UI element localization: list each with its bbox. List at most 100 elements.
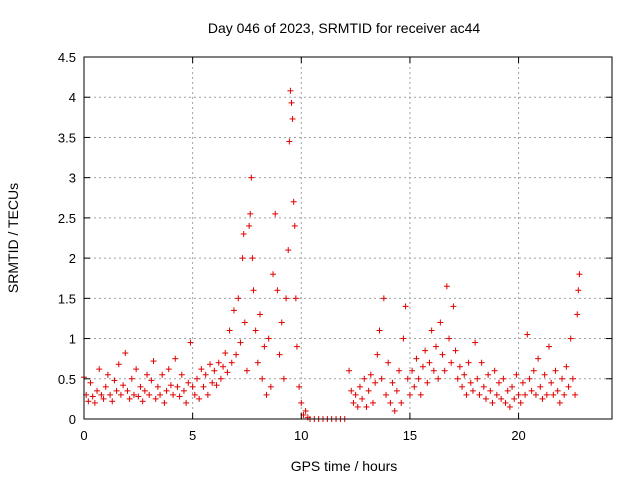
data-point xyxy=(572,391,579,398)
data-point xyxy=(400,335,407,342)
data-point xyxy=(152,395,159,402)
y-tick-label: 1 xyxy=(69,332,76,347)
data-point xyxy=(482,395,489,402)
data-point xyxy=(187,339,194,346)
x-tick-label: 10 xyxy=(294,428,308,443)
y-tick-label: 3 xyxy=(69,171,76,186)
data-point xyxy=(383,391,390,398)
data-point xyxy=(117,391,124,398)
x-tick-label: 5 xyxy=(189,428,196,443)
data-point xyxy=(241,319,248,326)
data-point xyxy=(461,371,468,378)
data-point xyxy=(141,387,148,394)
data-point xyxy=(446,335,453,342)
data-point xyxy=(109,398,116,405)
data-point xyxy=(113,387,120,394)
data-point xyxy=(293,343,300,350)
data-point xyxy=(285,247,292,254)
data-point xyxy=(487,387,494,394)
data-point xyxy=(346,367,353,374)
data-point xyxy=(561,391,568,398)
data-point xyxy=(228,359,235,366)
data-point xyxy=(265,335,272,342)
data-point xyxy=(235,295,242,302)
data-point xyxy=(361,375,368,382)
data-point xyxy=(278,319,285,326)
data-point xyxy=(137,383,144,390)
data-point xyxy=(148,377,155,384)
data-point xyxy=(496,379,503,386)
data-point xyxy=(239,255,246,262)
data-point xyxy=(469,387,476,394)
data-point xyxy=(387,399,394,406)
data-point xyxy=(504,387,511,394)
data-point xyxy=(376,327,383,334)
data-points xyxy=(81,87,583,422)
data-point xyxy=(556,399,563,406)
data-point xyxy=(298,399,305,406)
data-point xyxy=(215,359,222,366)
data-point xyxy=(502,399,509,406)
data-point xyxy=(237,339,244,346)
data-point xyxy=(98,391,105,398)
data-point xyxy=(359,395,366,402)
data-point xyxy=(565,383,572,390)
data-point xyxy=(183,399,190,406)
data-point xyxy=(115,361,122,368)
data-point xyxy=(283,295,290,302)
data-point xyxy=(94,387,101,394)
data-point xyxy=(413,355,420,362)
data-point xyxy=(230,307,237,314)
data-point xyxy=(191,391,198,398)
y-tick-label: 0.5 xyxy=(58,372,76,387)
grid xyxy=(84,57,612,419)
data-point xyxy=(363,403,370,410)
data-point xyxy=(222,350,229,357)
data-point xyxy=(302,407,309,414)
data-point xyxy=(378,375,385,382)
data-point xyxy=(478,359,485,366)
data-point xyxy=(526,375,533,382)
data-point xyxy=(165,366,172,373)
data-point xyxy=(404,375,411,382)
data-point xyxy=(559,375,566,382)
data-point xyxy=(409,367,416,374)
data-point xyxy=(286,138,293,145)
y-tick-label: 2 xyxy=(69,251,76,266)
data-point xyxy=(172,355,179,362)
data-point xyxy=(398,399,405,406)
data-point xyxy=(517,399,524,406)
data-point xyxy=(89,393,96,400)
data-point xyxy=(539,395,546,402)
chart-title: Day 046 of 2023, SRMTID for receiver ac4… xyxy=(208,20,481,36)
data-point xyxy=(198,366,205,373)
data-point xyxy=(463,391,470,398)
data-point xyxy=(443,283,450,290)
data-point xyxy=(465,359,472,366)
data-point xyxy=(248,174,255,181)
data-point xyxy=(554,387,561,394)
data-point xyxy=(541,371,548,378)
data-point xyxy=(259,375,266,382)
data-point xyxy=(433,343,439,350)
data-point xyxy=(200,383,207,390)
data-point xyxy=(130,391,137,398)
data-point xyxy=(426,359,433,366)
x-tick-label: 0 xyxy=(80,428,87,443)
data-point xyxy=(111,377,118,384)
data-point xyxy=(474,375,481,382)
data-point xyxy=(120,382,127,389)
data-point xyxy=(189,383,196,390)
y-tick-label: 4.5 xyxy=(58,50,76,65)
data-point xyxy=(406,391,413,398)
data-point xyxy=(441,367,448,374)
data-point xyxy=(126,395,133,402)
data-point xyxy=(367,371,374,378)
data-point xyxy=(537,383,544,390)
x-axis-label: GPS time / hours xyxy=(291,458,398,474)
data-point xyxy=(452,347,459,354)
data-point xyxy=(439,351,446,358)
data-point xyxy=(174,383,181,390)
data-point xyxy=(422,347,429,354)
data-point xyxy=(213,382,220,389)
